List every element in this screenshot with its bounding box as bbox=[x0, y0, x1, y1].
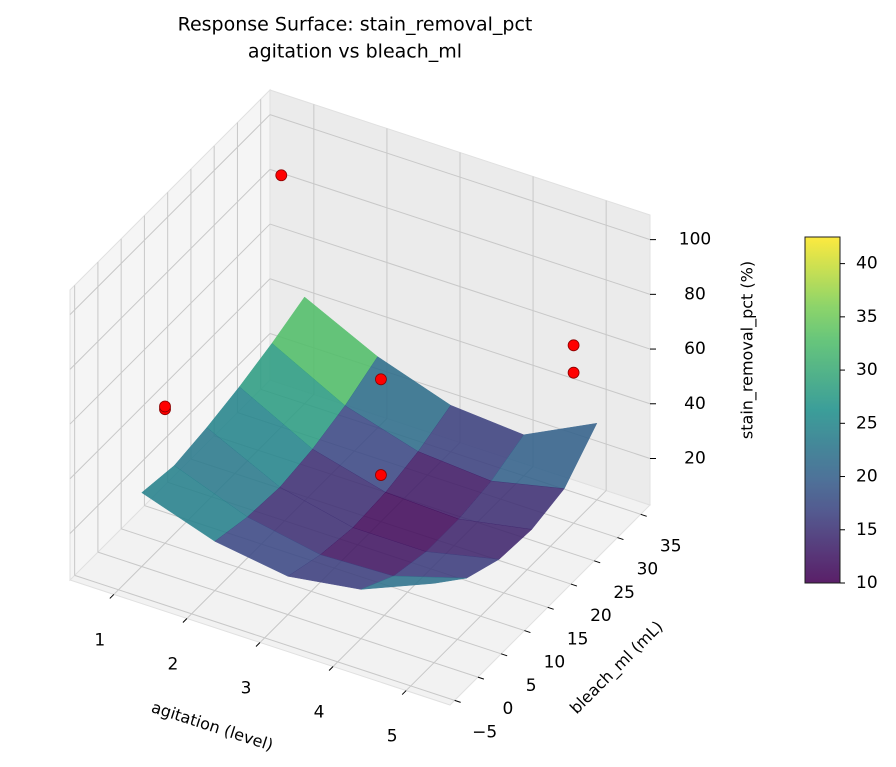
grid-line bbox=[269, 223, 651, 350]
tick-mark bbox=[454, 699, 461, 703]
colorbar-tick-label: 10 bbox=[856, 573, 878, 593]
colorbar-tick-label: 40 bbox=[856, 254, 878, 274]
chart-subtitle: agitation vs bleach_ml bbox=[248, 41, 462, 63]
y-tick-label: 30 bbox=[637, 560, 659, 580]
z-tick-label: 20 bbox=[684, 448, 706, 468]
tick-mark bbox=[501, 653, 508, 657]
tick-mark bbox=[255, 642, 261, 647]
y-tick-label: 35 bbox=[660, 536, 682, 556]
x-tick-label: 1 bbox=[94, 630, 105, 650]
colorbar-tick-label: 15 bbox=[856, 520, 878, 540]
grid-line bbox=[97, 551, 479, 678]
y-tick-label: 5 bbox=[526, 676, 537, 696]
y-tick-label: −5 bbox=[472, 722, 497, 742]
tick-mark bbox=[477, 676, 485, 680]
tick-mark bbox=[570, 583, 578, 587]
y-tick-label: 15 bbox=[567, 629, 589, 649]
tick-mark bbox=[182, 618, 188, 623]
y-tick-label: 25 bbox=[613, 583, 635, 603]
grid-line bbox=[69, 223, 271, 425]
z-tick-label: 60 bbox=[684, 339, 706, 359]
data-point bbox=[275, 169, 288, 182]
surface-patch bbox=[360, 575, 467, 590]
data-point bbox=[159, 400, 171, 413]
colorbar-tick-label: 25 bbox=[856, 413, 878, 433]
x-axis-label: agitation (level) bbox=[149, 697, 275, 754]
tick-mark bbox=[524, 630, 531, 634]
tick-mark bbox=[640, 513, 647, 517]
x-tick-label: 5 bbox=[387, 727, 398, 747]
x-tick-label: 3 bbox=[241, 679, 252, 699]
tick-mark bbox=[547, 606, 554, 610]
colorbar-tick-label: 35 bbox=[856, 307, 878, 327]
x-tick-label: 4 bbox=[314, 703, 325, 723]
colorbar-tick-label: 30 bbox=[856, 360, 878, 380]
grid-line bbox=[269, 278, 651, 405]
y-tick-label: 10 bbox=[544, 653, 566, 673]
tick-mark bbox=[617, 537, 624, 541]
tick-mark bbox=[401, 690, 407, 695]
z-tick-label: 40 bbox=[684, 394, 706, 414]
data-point bbox=[375, 373, 387, 386]
grid-line bbox=[405, 490, 607, 691]
y-tick-label: 0 bbox=[502, 699, 513, 719]
z-tick-label: 100 bbox=[679, 230, 711, 250]
grid-line bbox=[269, 114, 651, 241]
x-tick-label: 2 bbox=[168, 654, 179, 674]
tick-mark bbox=[109, 594, 115, 599]
tick-mark bbox=[594, 560, 601, 564]
grid-line bbox=[69, 278, 271, 480]
y-tick-label: 20 bbox=[590, 606, 612, 626]
grid-line bbox=[121, 528, 502, 655]
colorbar-tick-label: 20 bbox=[856, 467, 878, 487]
z-axis-label: stain_removal_pct (%) bbox=[738, 261, 758, 439]
colorbar bbox=[804, 236, 841, 584]
data-point bbox=[567, 366, 580, 379]
chart-title: Response Surface: stain_removal_pct bbox=[178, 14, 533, 36]
data-point bbox=[567, 339, 580, 352]
grid-line bbox=[69, 168, 271, 370]
grid-line bbox=[69, 333, 271, 534]
grid-line bbox=[269, 168, 651, 295]
z-tick-label: 80 bbox=[684, 284, 706, 304]
tick-mark bbox=[328, 666, 334, 671]
grid-line bbox=[74, 574, 455, 701]
grid-line bbox=[69, 114, 271, 315]
data-point bbox=[375, 469, 387, 481]
